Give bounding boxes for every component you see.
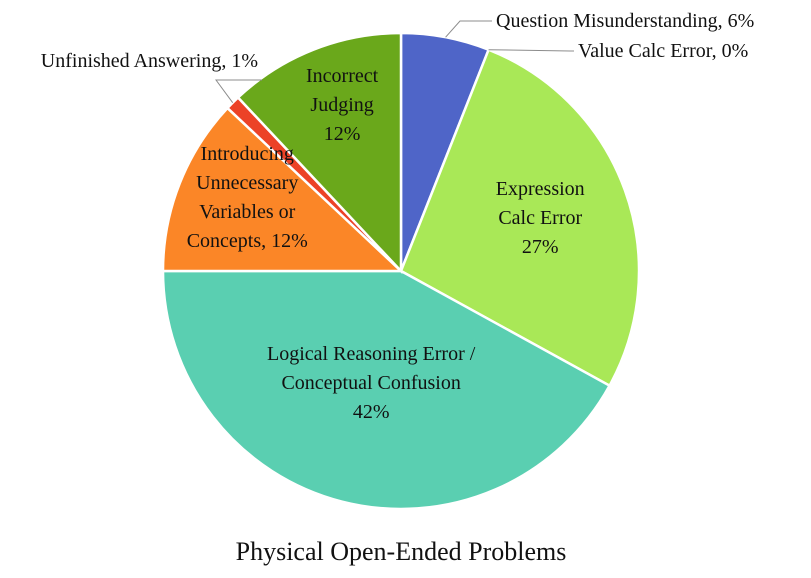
data-label-unfinished-answering: Unfinished Answering, 1% (41, 50, 258, 72)
data-label-incorrect-judging: Incorrect Judging 12% (306, 65, 379, 145)
data-label-expression-calc-error: Expression Calc Error 27% (496, 178, 585, 258)
chart-title: Physical Open-Ended Problems (236, 537, 567, 566)
pie-slice-introducing-unnecessary-variables-or-concepts (161, 106, 405, 273)
leader-lines (215, 20, 574, 103)
data-labels: Expression Calc Error 27% Logical Reasoning… (41, 10, 755, 423)
data-label-introducing-unnecessary-variables-or-concepts: Introducing Unnecessary Variables or Concep… (187, 143, 308, 252)
leader-line-unfinished-answering (215, 79, 262, 103)
leader-line-question-misunderstanding (445, 20, 492, 38)
data-label-logical-reasoning-error-conceptual-confusion: Logical Reasoning Error / Conceptual Conf… (267, 343, 476, 423)
pie-slice-incorrect-judging (236, 31, 403, 275)
pie-slices (161, 31, 641, 511)
pie-slice-expression-calc-error (399, 48, 641, 388)
leader-line-value-calc-error (488, 49, 574, 52)
data-label-value-calc-error: Value Calc Error, 0% (578, 40, 748, 62)
data-label-question-misunderstanding: Question Misunderstanding, 6% (496, 10, 754, 32)
pie-slice-logical-reasoning-error-conceptual-confusion (161, 269, 612, 511)
